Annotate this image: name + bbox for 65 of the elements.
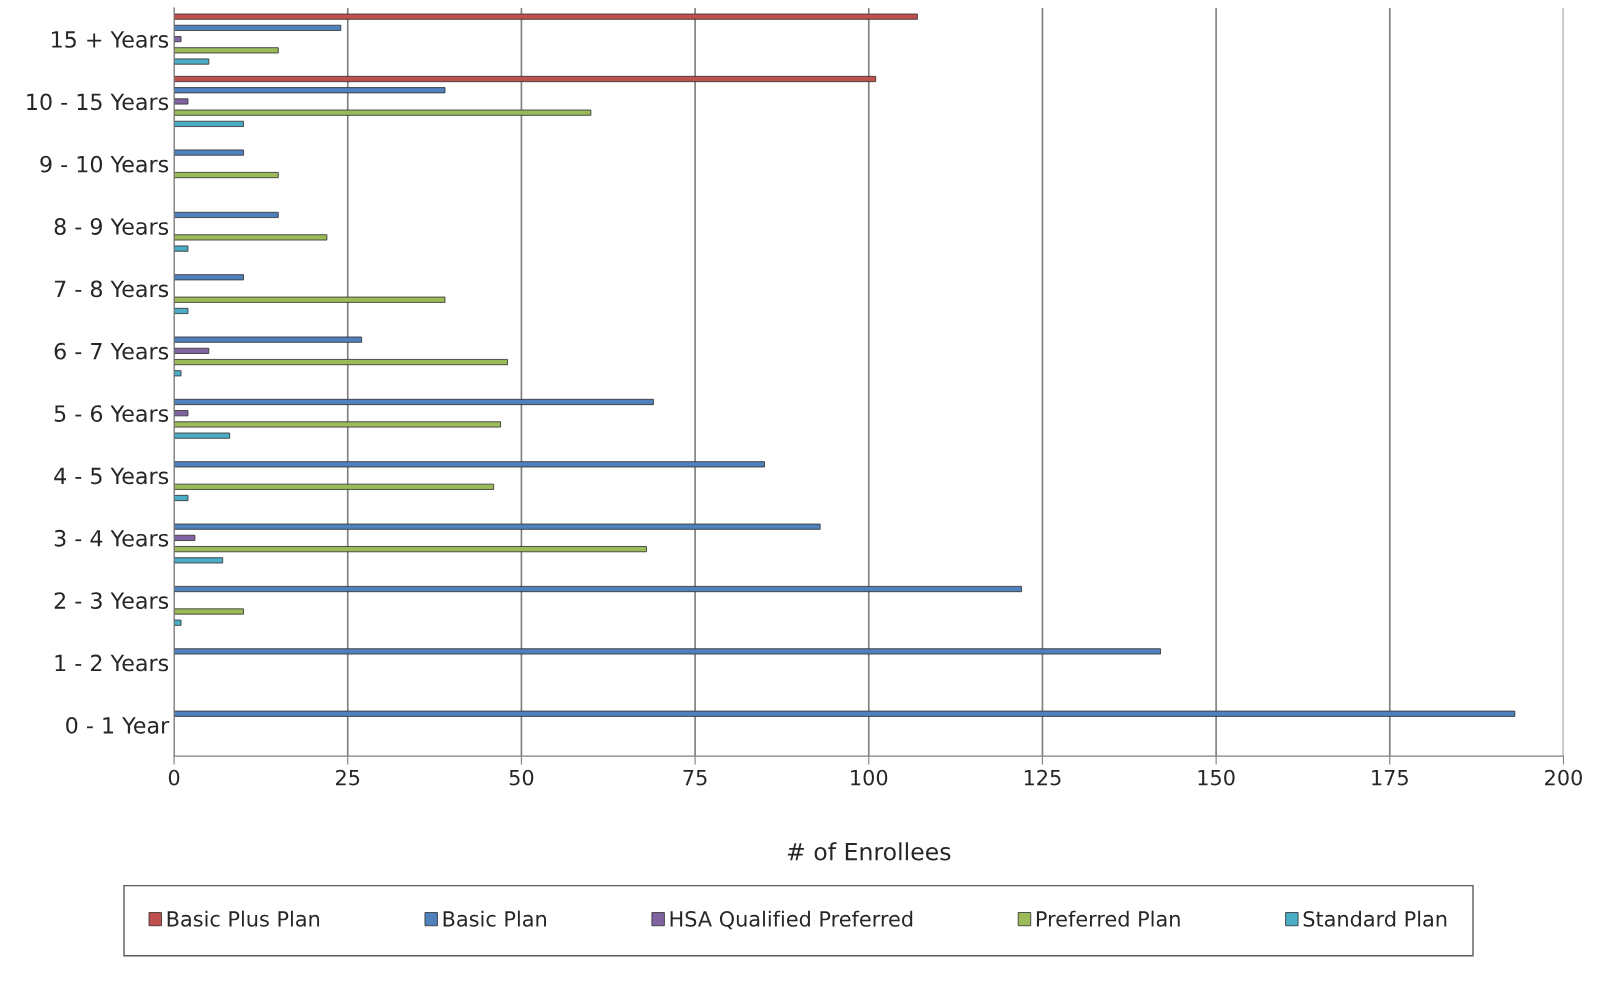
bar	[174, 347, 210, 354]
bar	[174, 234, 328, 241]
x-tick-label: 200	[1545, 769, 1582, 786]
bar	[174, 494, 189, 502]
legend-label: Basic Plan	[443, 910, 546, 927]
y-tick-label: 15 + Years	[52, 31, 169, 48]
legend-label: HSA Qualified Preferred	[670, 910, 913, 930]
y-tick-label: 7 - 8 Years	[54, 280, 169, 298]
bar	[174, 211, 279, 218]
bar	[174, 47, 279, 54]
bar	[174, 546, 647, 553]
bar	[174, 398, 654, 406]
x-tick-label: 150	[1198, 769, 1235, 786]
y-tick-label: 5 - 6 Years	[54, 405, 169, 422]
y-tick-label: 10 - 15 Years	[27, 93, 169, 111]
bar	[174, 109, 592, 116]
bar	[174, 648, 1161, 655]
x-tick-label: 100	[851, 769, 888, 786]
x-tick-label: 75	[683, 769, 707, 786]
bar	[174, 710, 1516, 717]
bar	[174, 58, 210, 65]
bar	[174, 523, 821, 530]
x-tick-label: 50	[509, 769, 534, 786]
bar	[174, 171, 279, 179]
bar	[174, 36, 182, 43]
bar	[174, 274, 244, 281]
y-tick-label: 4 - 5 Years	[54, 467, 169, 485]
y-tick-label: 3 - 4 Years	[54, 529, 169, 547]
bar	[174, 483, 495, 490]
bar	[174, 432, 231, 439]
bar	[174, 585, 1023, 593]
y-tick-label: 6 - 7 Years	[54, 342, 169, 360]
bar	[174, 410, 189, 417]
legend-label: Basic Plus Plan	[167, 910, 320, 927]
bar	[174, 296, 446, 303]
y-tick-label: 2 - 3 Years	[54, 592, 169, 610]
bar	[174, 421, 501, 428]
bar	[174, 13, 918, 20]
bar	[174, 557, 224, 564]
bar	[174, 307, 189, 315]
bar	[174, 120, 244, 127]
bar	[174, 619, 182, 626]
y-tick-label: 1 - 2 Years	[55, 654, 169, 672]
y-tick-label: 0 - 1 Year	[66, 716, 170, 734]
bar	[174, 75, 877, 83]
bar	[174, 149, 244, 156]
x-tick-label: 25	[336, 769, 360, 786]
bar	[174, 461, 765, 468]
bar	[174, 24, 342, 31]
x-tick-label: 125	[1024, 769, 1061, 786]
bar	[174, 359, 508, 366]
bar	[174, 98, 189, 105]
bar	[174, 245, 189, 252]
bar	[174, 534, 196, 541]
y-tick-label: 8 - 9 Years	[54, 218, 169, 235]
bar	[174, 608, 244, 615]
y-tick-label: 9 - 10 Years	[40, 155, 169, 173]
bar	[174, 336, 363, 343]
bar	[174, 370, 182, 377]
legend-label: Standard Plan	[1303, 910, 1447, 927]
x-axis-title: # of Enrollees	[787, 842, 951, 861]
legend-label: Preferred Plan	[1036, 910, 1180, 927]
bar	[174, 87, 446, 94]
x-tick-label: 175	[1372, 769, 1408, 786]
x-tick-label: 0	[168, 769, 180, 786]
